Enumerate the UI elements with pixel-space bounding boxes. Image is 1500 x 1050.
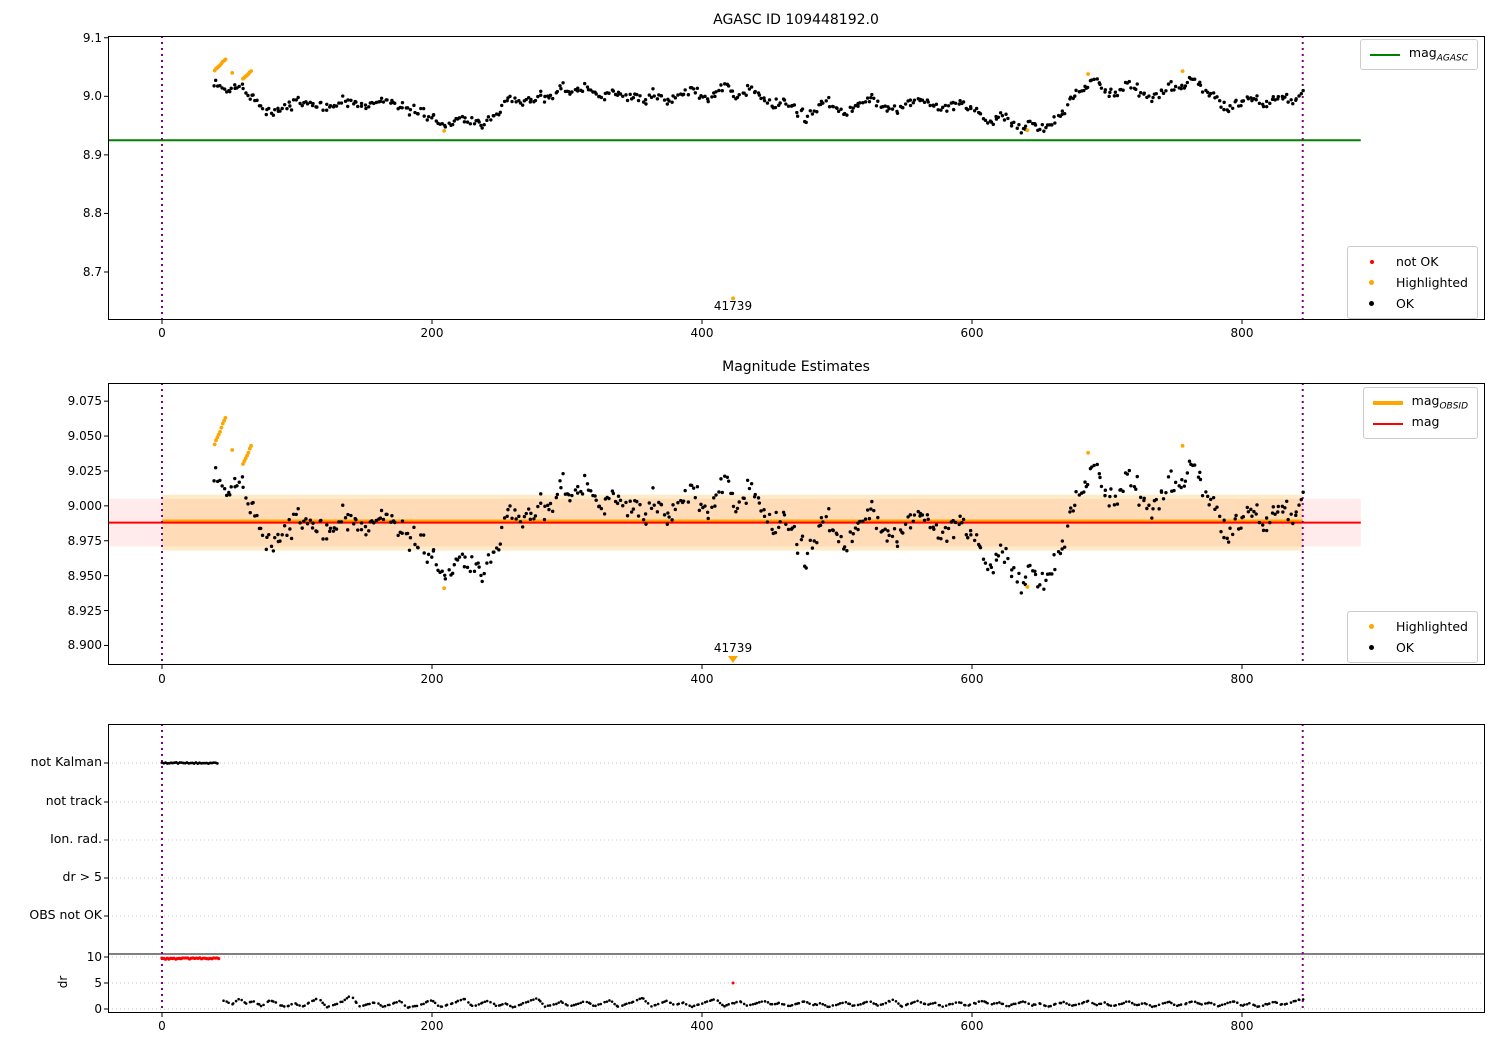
dr-tick-label: 10 (86, 950, 102, 964)
middle-plot-marker-legend: Highlighted OK (1346, 611, 1478, 663)
top-plot-axes (104, 36, 1485, 324)
dr-tick-label: 0 (94, 1002, 102, 1016)
ok-marker-swatch (1357, 301, 1387, 306)
middle-x-tick-label: 400 (690, 672, 714, 686)
highlighted-marker-swatch (1357, 280, 1387, 285)
top-x-tick-label: 400 (690, 326, 714, 340)
middle-y-tick-label: 8.900 (67, 638, 102, 653)
middle-plot-annotation-41739: 41739 (713, 641, 753, 655)
top-plot-marker-legend: not OK Highlighted OK (1346, 246, 1478, 319)
dr-tick-label: 5 (94, 976, 102, 990)
bottom-x-tick-label: 200 (420, 1019, 444, 1033)
top-plot-annotation-41739: 41739 (713, 299, 753, 313)
mag-agasc-line-swatch (1369, 53, 1400, 56)
top-x-tick-label: 600 (960, 326, 984, 340)
legend-row-highlighted-mid: Highlighted (1357, 616, 1468, 637)
legend-label-mag: mag (1411, 414, 1440, 430)
middle-y-tick-label: 9.075 (67, 394, 102, 409)
ok-scatter (212, 75, 1305, 135)
legend-row-highlighted: Highlighted (1357, 272, 1468, 293)
obs-window-vlines (161, 36, 1304, 320)
legend-label-highlighted: Highlighted (1395, 275, 1468, 290)
flag-category-label: Ion. rad. (50, 831, 102, 846)
not-kalman-flag-points (160, 761, 219, 765)
top-y-tick-label: 9.1 (82, 30, 102, 45)
highlighted-scatter (212, 57, 1185, 301)
bottom-x-tick-label: 600 (960, 1019, 984, 1033)
dr-red-outlier-point (731, 981, 735, 985)
top-y-tick-label: 8.8 (82, 206, 102, 221)
ok-marker-swatch-mid (1357, 645, 1387, 650)
legend-row-not-ok: not OK (1357, 251, 1468, 272)
highlighted-marker-swatch-mid (1357, 624, 1387, 629)
mag-line-swatch (1372, 422, 1403, 425)
legend-row-ok: OK (1357, 293, 1468, 314)
legend-label-mag-obsid: magOBSID (1411, 393, 1468, 412)
middle-plot-axes (104, 383, 1485, 669)
bottom-x-tick-label: 400 (690, 1019, 714, 1033)
highlighted-scatter (212, 416, 1185, 591)
top-y-tick-label: 8.9 (82, 147, 102, 162)
dotted-gridlines (108, 762, 1485, 1010)
top-x-tick-label: 800 (1230, 326, 1254, 340)
y-tick-marks (104, 400, 108, 646)
obs-window-vlines (161, 724, 1304, 1013)
not-ok-marker-swatch (1357, 259, 1387, 264)
middle-x-tick-label: 600 (960, 672, 984, 686)
legend-row-ok-mid: OK (1357, 637, 1468, 658)
y-tick-marks (104, 37, 108, 273)
middle-y-tick-label: 8.950 (67, 568, 102, 583)
flag-category-label: OBS not OK (29, 907, 102, 922)
middle-x-tick-label: 800 (1230, 672, 1254, 686)
bottom-x-tick-label: 800 (1230, 1019, 1254, 1033)
middle-y-tick-label: 8.975 (67, 533, 102, 548)
top-plot-line-legend: magAGASC (1359, 39, 1478, 70)
y-tick-marks (104, 762, 108, 1010)
dr-scatter (222, 995, 1305, 1009)
mag-obsid-line-swatch (1372, 400, 1403, 405)
top-plot-title: AGASC ID 109448192.0 (713, 12, 879, 28)
dr-red-row-points (160, 956, 221, 961)
legend-label-ok-mid: OK (1395, 640, 1414, 655)
flag-category-label: not track (45, 793, 102, 808)
flag-category-label: dr > 5 (62, 869, 102, 884)
ok-scatter (212, 459, 1305, 595)
top-y-tick-label: 8.7 (82, 264, 102, 279)
top-x-tick-label: 0 (158, 326, 166, 340)
middle-y-tick-label: 9.025 (67, 463, 102, 478)
middle-x-tick-label: 0 (158, 672, 166, 686)
middle-y-tick-label: 9.000 (67, 498, 102, 513)
obs-window-vlines (161, 383, 1304, 665)
legend-row-mag: mag (1372, 413, 1468, 434)
middle-y-tick-label: 9.050 (67, 429, 102, 444)
middle-plot-line-legend: magOBSID mag (1362, 387, 1478, 439)
middle-x-tick-label: 200 (420, 672, 444, 686)
middle-plot-title: Magnitude Estimates (722, 359, 870, 375)
legend-label-mag-agasc: magAGASC (1408, 45, 1468, 64)
legend-row-mag-agasc: magAGASC (1369, 44, 1468, 65)
x-tick-marks (161, 1013, 1243, 1017)
legend-label-highlighted-mid: Highlighted (1395, 619, 1468, 634)
x-tick-marks (161, 665, 1243, 669)
flag-category-label: not Kalman (30, 754, 102, 769)
bottom-x-tick-label: 0 (158, 1019, 166, 1033)
below-range-triangle-marker (728, 656, 738, 663)
legend-label-ok: OK (1395, 296, 1414, 311)
legend-row-mag-obsid: magOBSID (1372, 392, 1468, 413)
middle-y-tick-label: 8.925 (67, 603, 102, 618)
x-tick-marks (161, 320, 1243, 324)
top-y-tick-label: 9.0 (82, 89, 102, 104)
legend-label-not-ok: not OK (1395, 254, 1439, 269)
bottom-plot-axes (104, 724, 1485, 1017)
top-x-tick-label: 200 (420, 326, 444, 340)
